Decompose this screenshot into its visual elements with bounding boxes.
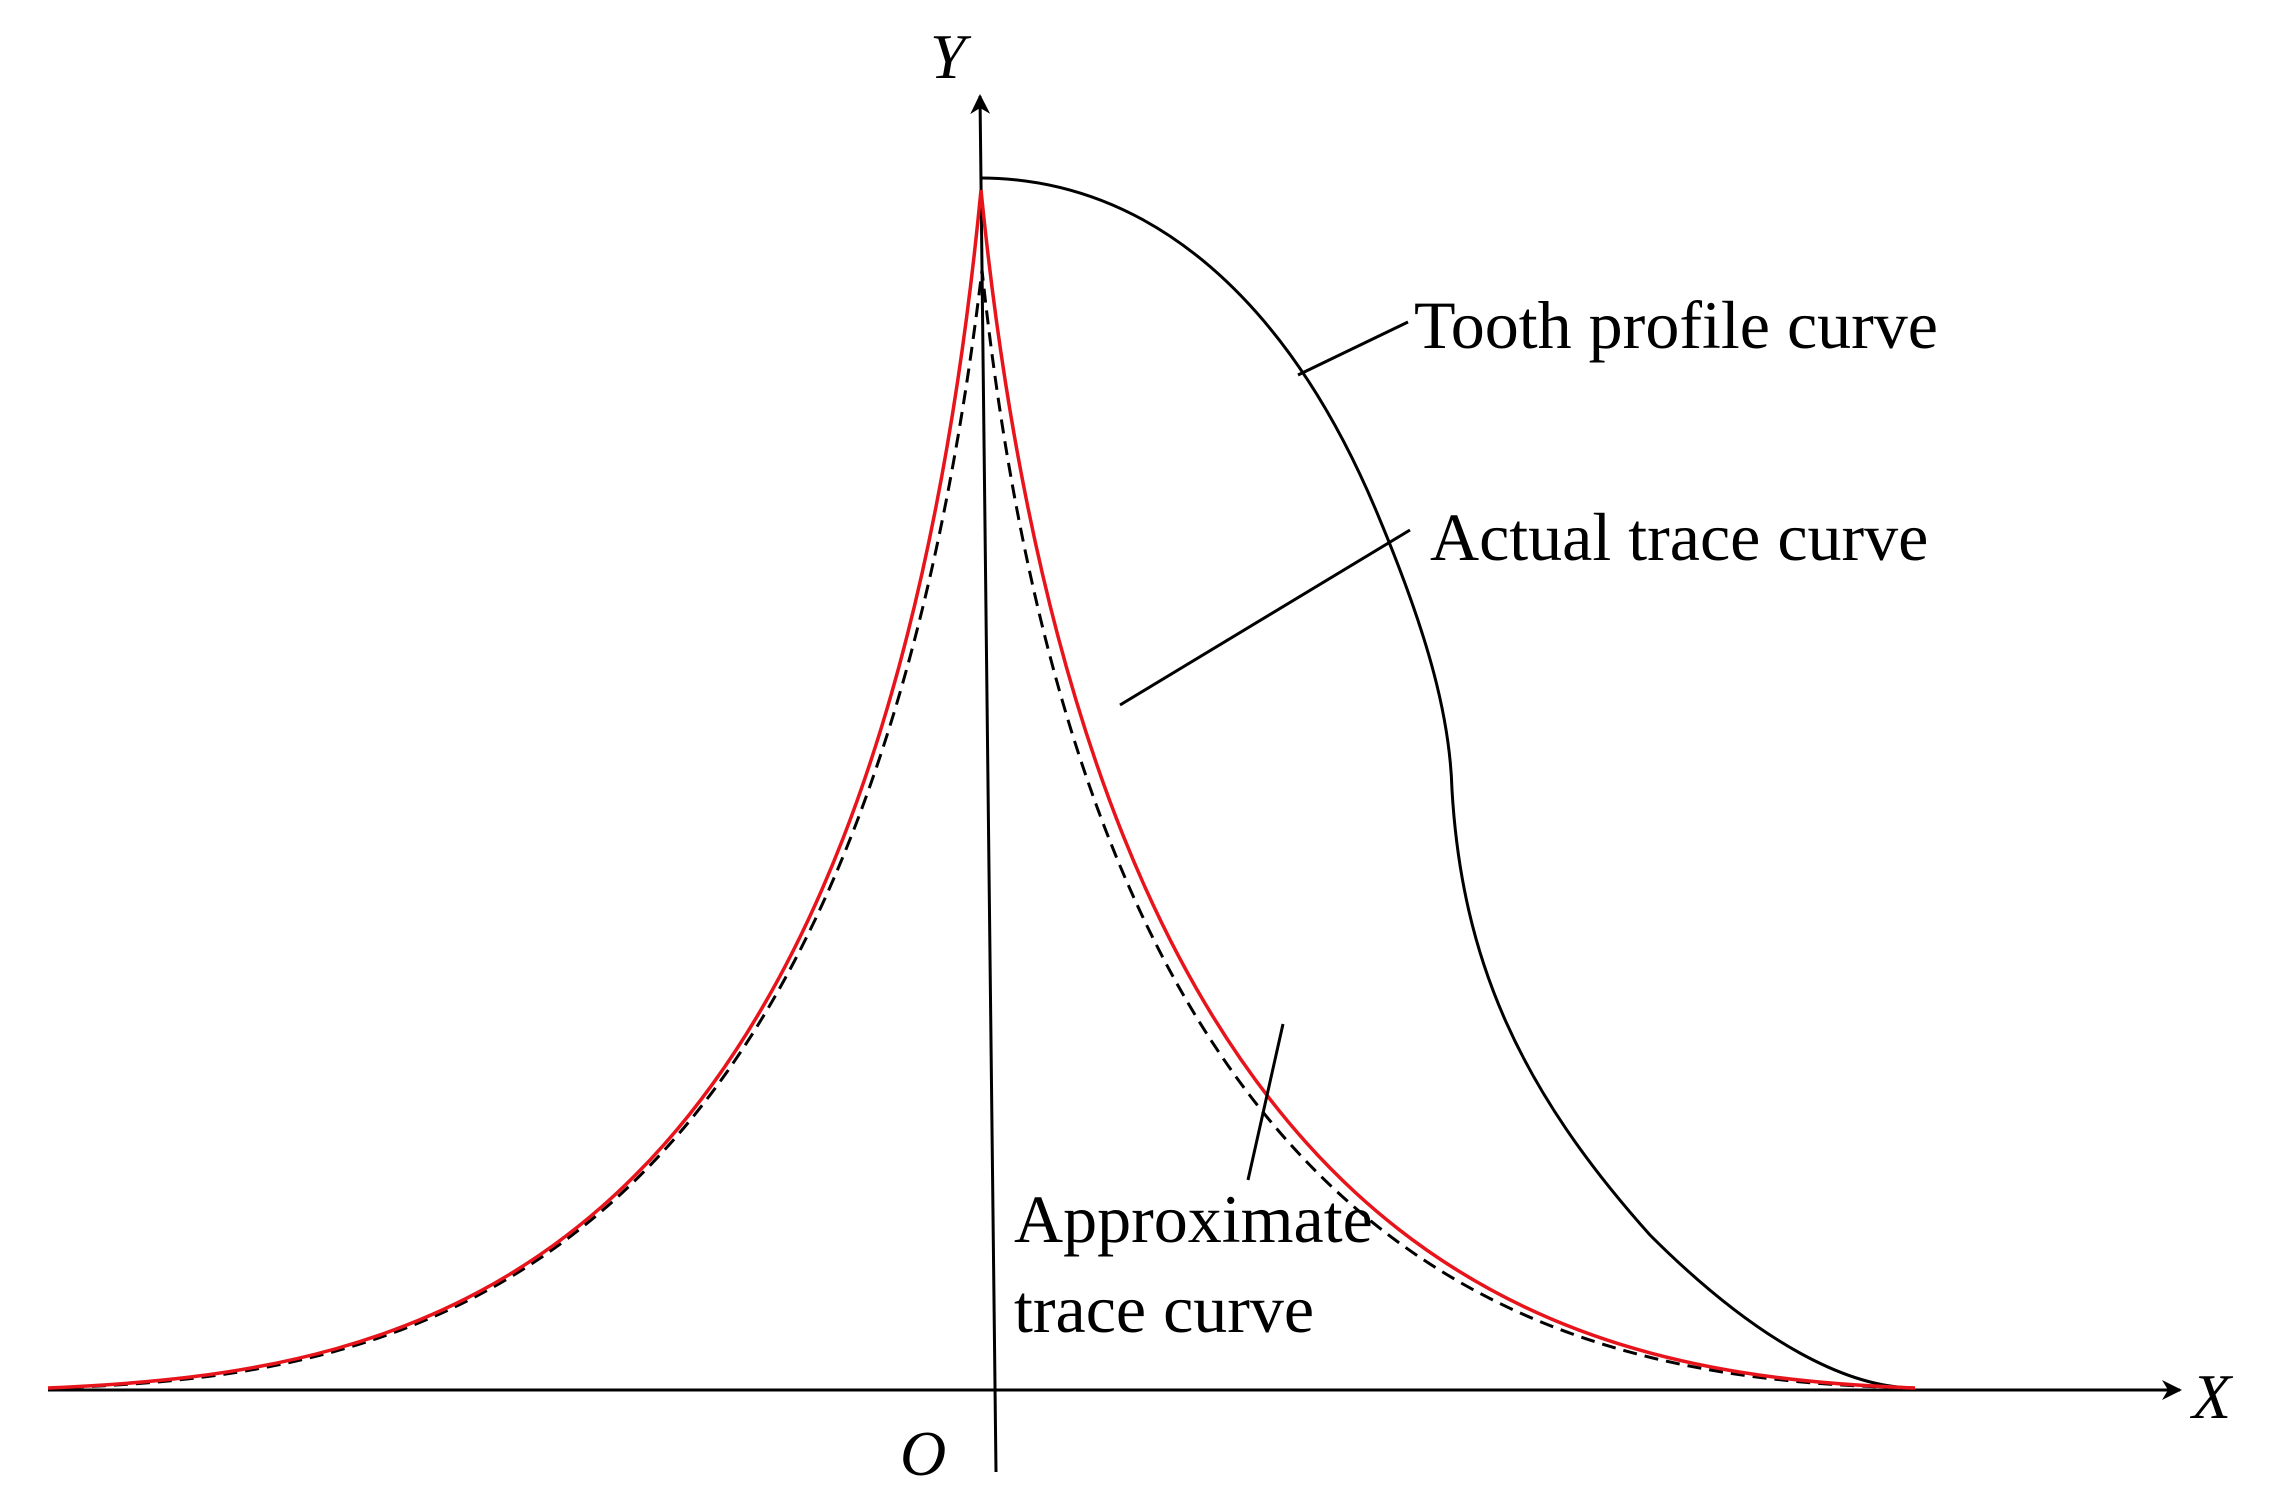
- tooth-profile-label: Tooth profile curve: [1414, 287, 1938, 363]
- actual-trace-label: Actual trace curve: [1430, 499, 1928, 575]
- actual-trace-leader: [1119, 528, 1411, 707]
- tooth-profile-curve: [979, 176, 1916, 1390]
- tooth-profile-leader: [1297, 320, 1409, 377]
- approximate-trace-label-line2: trace curve: [1014, 1271, 1314, 1347]
- actual-trace-curve: [47, 189, 1916, 1390]
- approximate-trace-leader: [1246, 1023, 1285, 1181]
- approximate-trace-label-line1: Approximate: [1014, 1181, 1373, 1257]
- y-axis-label: Y: [930, 21, 972, 92]
- x-axis-label: X: [2189, 1361, 2234, 1432]
- y-axis: [970, 94, 998, 1473]
- approximate-trace-curve: [47, 269, 1916, 1390]
- origin-label: O: [900, 1418, 946, 1489]
